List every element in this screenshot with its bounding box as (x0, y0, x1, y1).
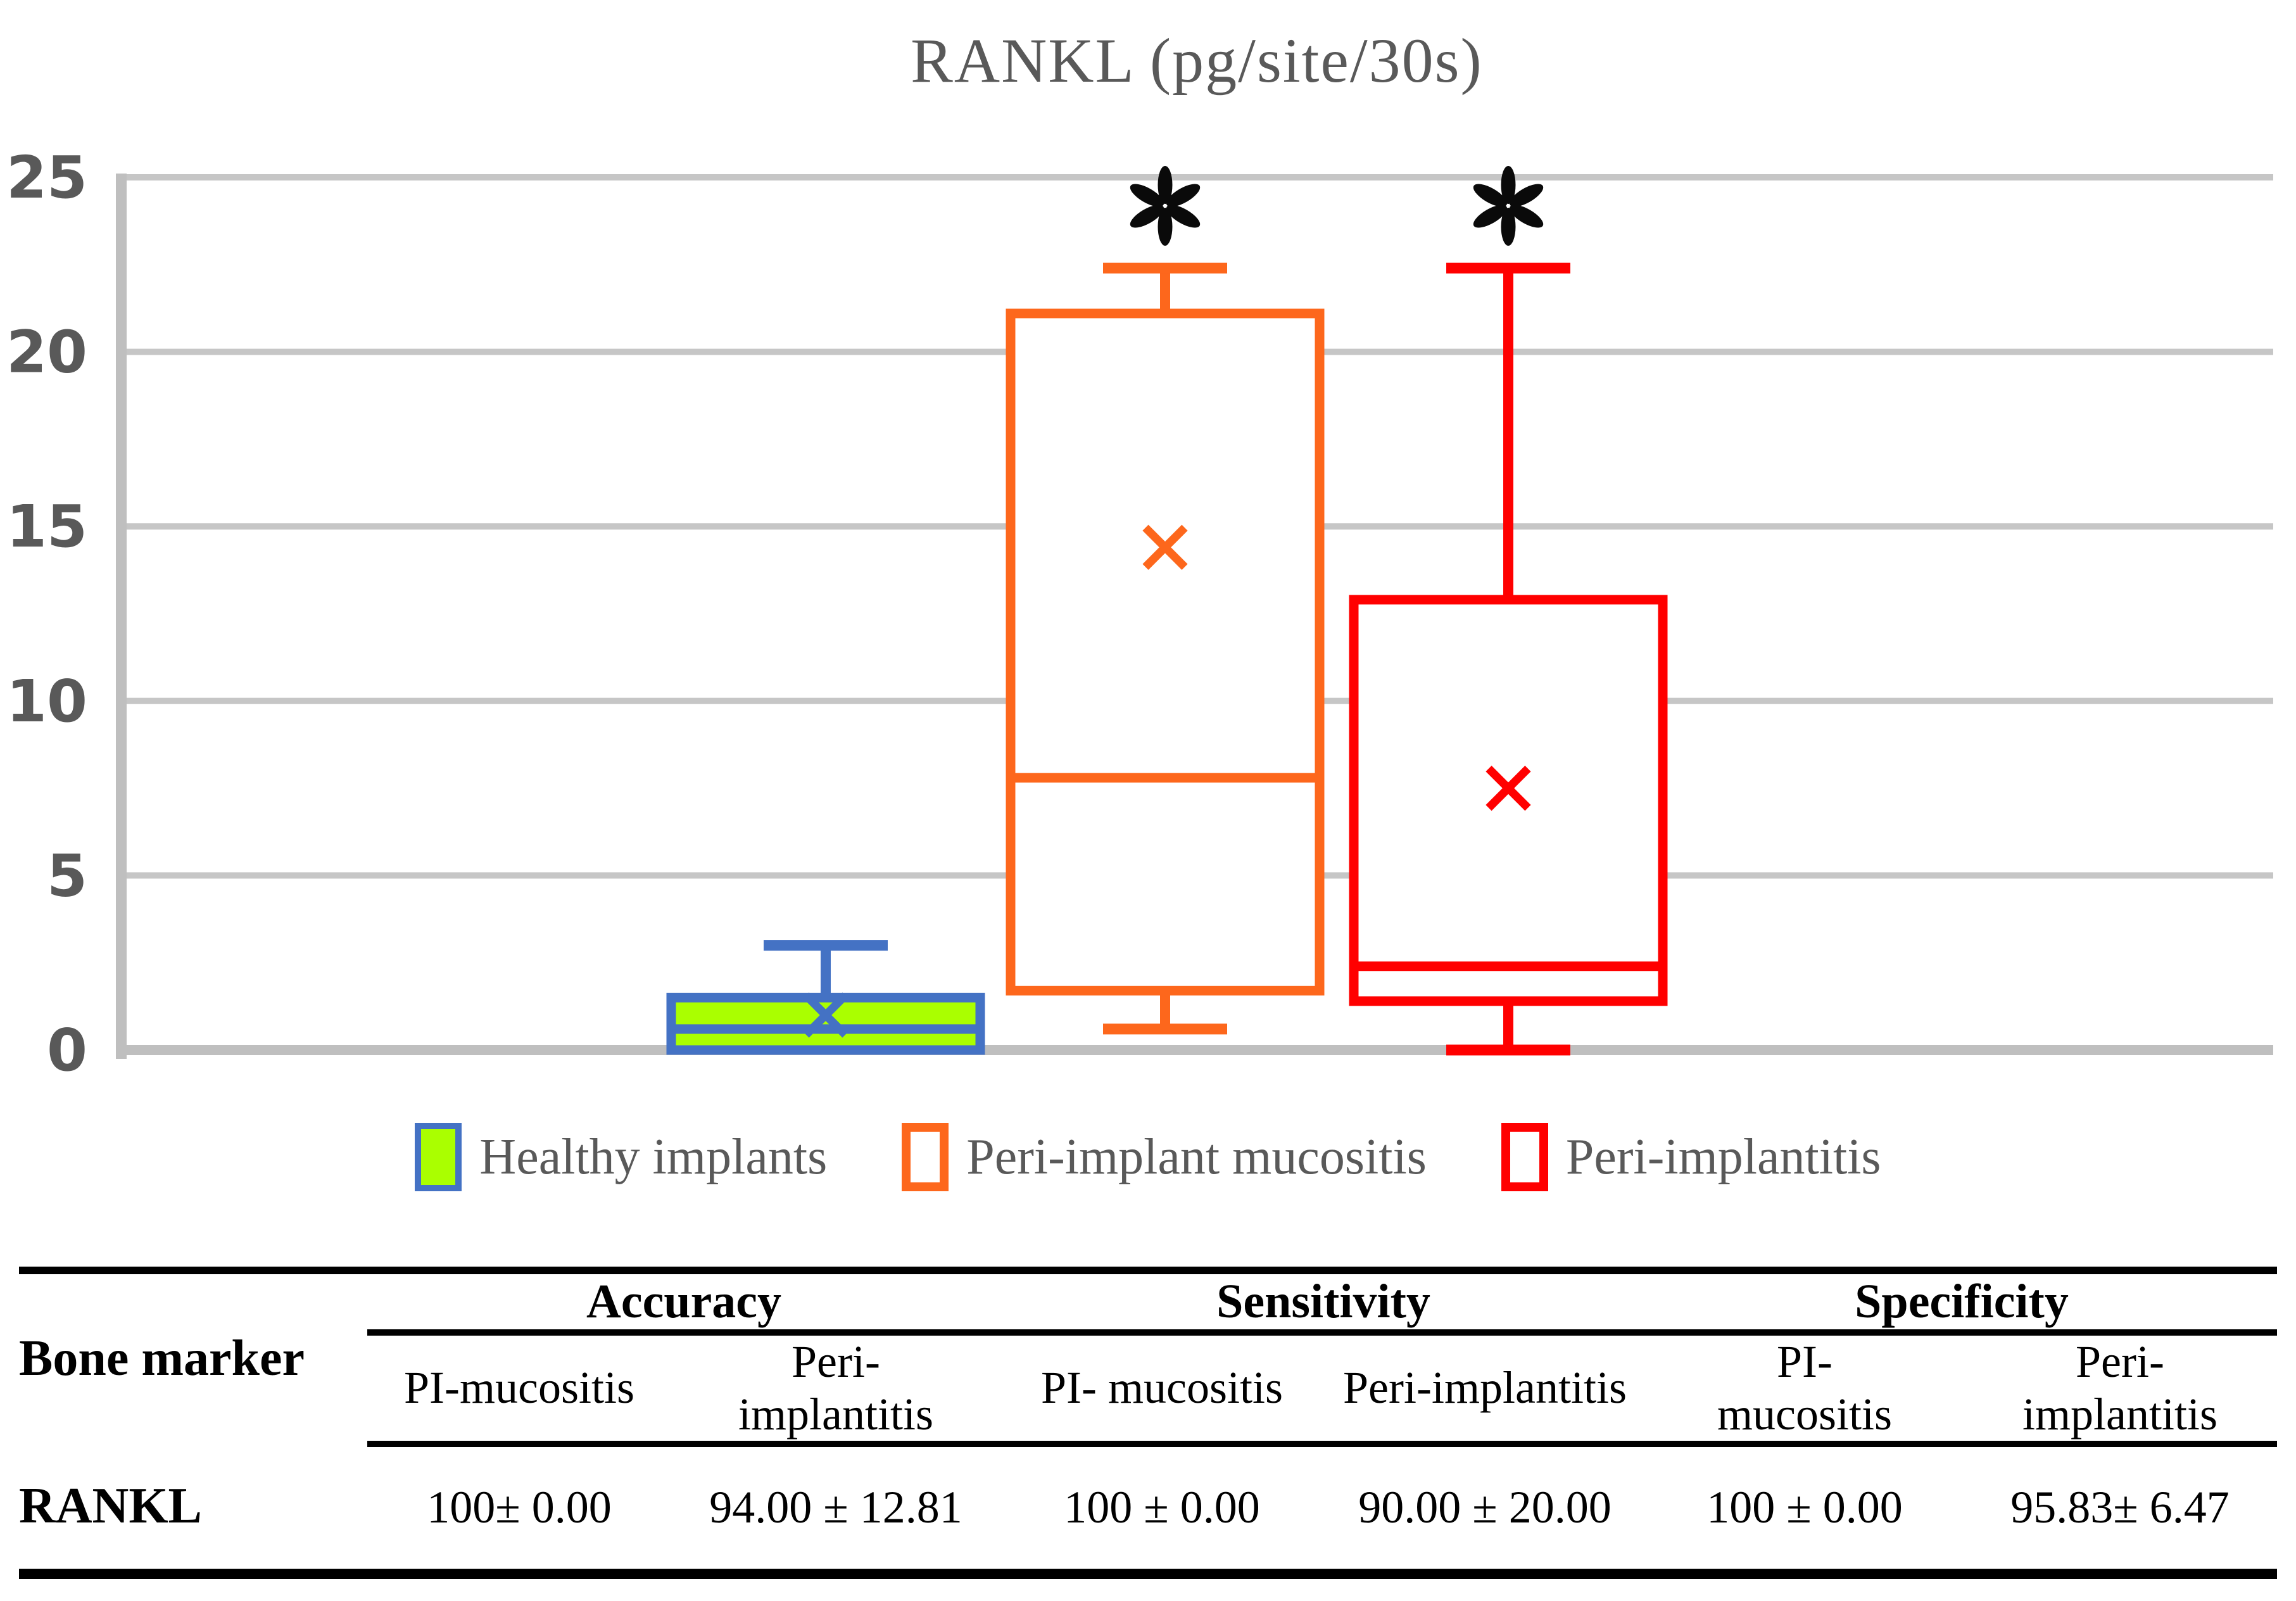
box-series-0 (666, 940, 985, 1055)
box-series-2 (1349, 262, 1668, 1056)
legend-item-peri-implant-mucositis: Peri-implant mucositis (902, 1123, 1427, 1191)
legend-label-healthy-implants: Healthy implants (479, 1129, 828, 1185)
significance-asterisk-2 (1473, 166, 1544, 246)
table-subheader-specificity-pi-mucositis: PI- mucositis (1646, 1332, 1963, 1447)
table-subheader-accuracy-peri-implantitis: Peri- implantitis (671, 1332, 1000, 1447)
y-axis-line (116, 174, 127, 1059)
box-series-1 (1006, 262, 1325, 1035)
legend-swatch-peri-implantitis (1501, 1123, 1548, 1191)
table-cell-specificity-peri-implantitis: 95.83± 6.47 (2010, 1482, 2230, 1533)
y-tick-label-5: 5 (47, 842, 87, 909)
table-subheader-sensitivity-peri-implantitis: Peri-implantitis (1323, 1332, 1646, 1447)
legend-item-healthy-implants: Healthy implants (415, 1123, 827, 1191)
table-subheader-specificity-peri-implantitis: Peri- implantitis (1963, 1332, 2278, 1447)
chart-title: RANKL (pg/site/30s) (911, 25, 1483, 96)
y-tick-label-0: 0 (47, 1016, 87, 1084)
legend-swatch-peri-implant-mucositis (902, 1123, 949, 1191)
table-subheader-accuracy-pi-mucositis: PI-mucositis (367, 1332, 671, 1447)
table-cell-sensitivity-peri-implantitis: 90.00 ± 20.00 (1358, 1482, 1612, 1533)
accuracy-sensitivity-specificity-table: Bone marker Accuracy Sensitivity Specifi… (19, 1267, 2278, 1579)
y-tick-label-25: 25 (6, 144, 87, 212)
table-subheader-sensitivity-pi-mucositis: PI- mucositis (1000, 1332, 1323, 1447)
table-group-sensitivity: Sensitivity (1000, 1270, 1646, 1336)
table-cell-specificity-pi-mucositis: 100 ± 0.00 (1706, 1482, 1903, 1533)
boxplot-chart: 0 5 10 15 20 25 (6, 144, 2273, 1084)
y-tick-label-15: 15 (6, 493, 87, 560)
table-group-specificity: Specificity (1646, 1270, 2278, 1336)
legend-item-peri-implantitis: Peri-implantitis (1501, 1123, 1881, 1191)
legend-swatch-healthy-implants (415, 1123, 462, 1191)
table-cell-marker: RANKL (19, 1478, 202, 1534)
significance-asterisk-1 (1130, 166, 1201, 246)
y-tick-label-20: 20 (6, 319, 87, 386)
table-row-header: Bone marker (19, 1331, 305, 1387)
y-tick-label-10: 10 (6, 668, 87, 735)
chart-legend: Healthy implants Peri-implant mucositis … (0, 1116, 2296, 1198)
legend-label-peri-implant-mucositis: Peri-implant mucositis (966, 1129, 1427, 1185)
table-group-accuracy: Accuracy (367, 1270, 1000, 1336)
table-cell-accuracy-pi-mucositis: 100± 0.00 (427, 1482, 612, 1533)
legend-label-peri-implantitis: Peri-implantitis (1565, 1129, 1881, 1185)
table-cell-accuracy-peri-implantitis: 94.00 ± 12.81 (709, 1482, 962, 1533)
table-row-rankl: RANKL 100± 0.00 94.00 ± 12.81 100 ± 0.00… (19, 1444, 2277, 1574)
table-cell-sensitivity-pi-mucositis: 100 ± 0.00 (1064, 1482, 1260, 1533)
